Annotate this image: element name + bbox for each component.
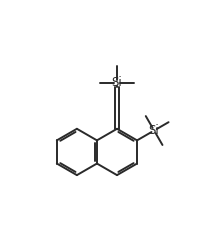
Text: Si: Si: [112, 77, 122, 90]
Text: Si: Si: [149, 124, 159, 137]
